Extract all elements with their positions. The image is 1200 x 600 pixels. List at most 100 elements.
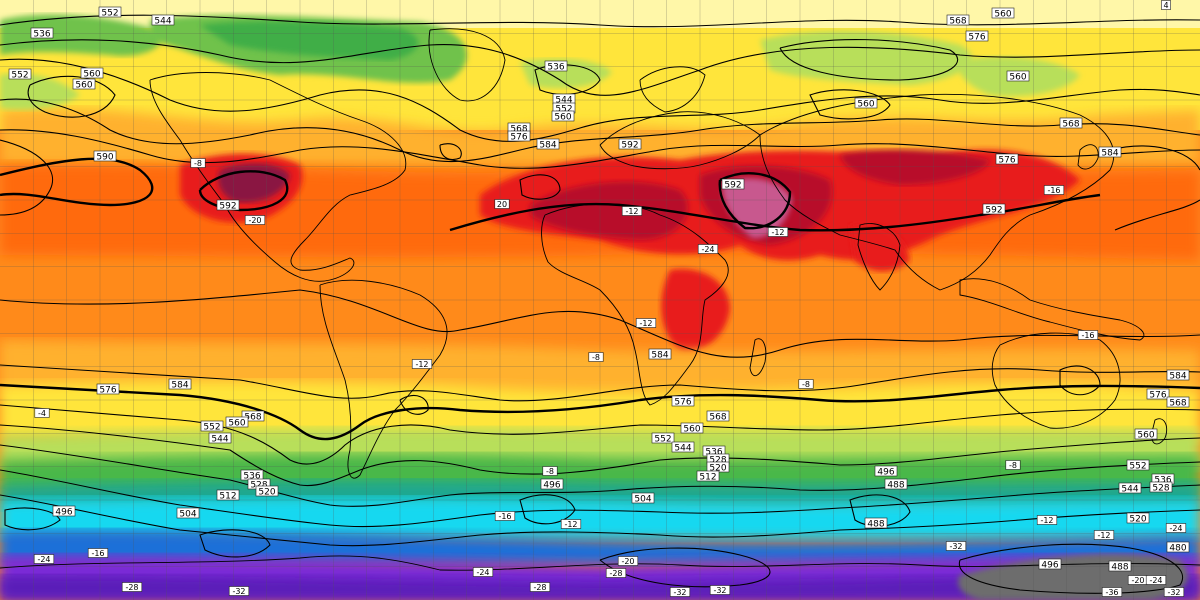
temperature-label: -12 — [411, 359, 433, 369]
label-box — [93, 150, 117, 162]
label-text: -8 — [194, 159, 202, 168]
label-box — [244, 215, 266, 225]
shade-arctic-green-6 — [520, 58, 612, 89]
label-box — [1108, 560, 1132, 572]
label-box — [1166, 369, 1190, 381]
label-text: 568 — [949, 16, 966, 26]
height-label: 590 — [93, 150, 117, 162]
shade-south-yellow — [0, 381, 1200, 443]
height-label: 584 — [168, 378, 192, 390]
height-label: 504 — [631, 492, 655, 504]
label-text: 592 — [219, 201, 236, 211]
height-labels: 5525445365605605525685605765365445525605… — [8, 6, 1190, 572]
coast-madagascar — [749, 338, 767, 377]
contour-line — [199, 529, 271, 558]
label-text: 504 — [179, 509, 196, 519]
contour-line — [439, 143, 462, 161]
label-text: -32 — [1167, 588, 1180, 597]
label-text: 576 — [510, 132, 527, 142]
label-text: 584 — [1101, 148, 1118, 158]
label-text: 536 — [705, 447, 722, 457]
coast-japan — [1077, 144, 1099, 170]
height-label: 552 — [651, 432, 675, 444]
label-box — [1036, 515, 1058, 525]
label-box — [1163, 587, 1185, 597]
height-label: 576 — [507, 130, 531, 142]
label-box — [1145, 575, 1167, 585]
label-text: 560 — [228, 418, 245, 428]
label-box — [96, 383, 120, 395]
contour-line — [1059, 365, 1101, 396]
label-text: 496 — [55, 507, 72, 517]
label-box — [80, 67, 104, 79]
height-label: 568 — [946, 14, 970, 26]
height-label: 576 — [671, 395, 695, 407]
height-label: 480 — [1166, 541, 1190, 553]
coast-scandinavia — [639, 66, 706, 113]
label-text: 560 — [75, 80, 92, 90]
label-box — [1077, 330, 1099, 340]
label-box — [1043, 185, 1065, 195]
temperature-label: -32 — [945, 541, 967, 551]
label-box — [208, 432, 232, 444]
label-text: -32 — [949, 542, 962, 551]
height-label: 512 — [696, 470, 720, 482]
label-box — [696, 470, 720, 482]
coast-africa — [541, 203, 729, 406]
height-label: 520 — [255, 485, 279, 497]
height-label: 560 — [80, 67, 104, 79]
height-label: 576 — [995, 153, 1019, 165]
contour-line — [0, 289, 1200, 358]
temperature-label: -12 — [635, 318, 657, 328]
label-box — [200, 420, 224, 432]
label-box — [671, 395, 695, 407]
label-box — [651, 432, 675, 444]
label-text: -16 — [1081, 331, 1094, 340]
shade-arctic-green-1 — [0, 14, 161, 56]
label-box — [560, 519, 582, 529]
shade-arctic-green-7 — [0, 73, 80, 110]
label-box — [536, 138, 560, 150]
temperature-label: -12 — [560, 519, 582, 529]
label-box — [87, 548, 109, 558]
label-text: -32 — [673, 588, 686, 597]
label-text: 592 — [985, 205, 1002, 215]
label-text: 552 — [654, 434, 671, 444]
label-text: -24 — [476, 568, 489, 577]
label-text: 568 — [709, 412, 726, 422]
label-text: -28 — [533, 583, 546, 592]
label-text: 488 — [1111, 562, 1128, 572]
label-box — [34, 408, 50, 418]
contour-bold — [198, 170, 289, 212]
label-text: 488 — [867, 519, 884, 529]
label-text: 512 — [219, 491, 236, 501]
height-label: 488 — [864, 517, 888, 529]
height-label: 552 — [98, 6, 122, 18]
label-box — [241, 410, 265, 422]
shade-crimson-sahara — [530, 181, 688, 240]
label-box — [168, 378, 192, 390]
label-box — [648, 348, 672, 360]
temperature-labels: 20 -20 -8 -12 -12 -24 -16 -12 -12 -16 -8 -8 -4 -8 -12 -… — [33, 0, 1187, 597]
temperature-label: -36 — [1101, 587, 1123, 597]
height-label: 568 — [1166, 396, 1190, 408]
temperature-label: -28 — [529, 582, 551, 592]
label-box — [864, 517, 888, 529]
shade-arctic-green-3 — [200, 21, 419, 60]
temperature-label: -16 — [1077, 330, 1099, 340]
contour-bold — [0, 383, 1200, 441]
temperature-label: 20 — [494, 199, 510, 209]
contour-line — [0, 469, 1200, 528]
label-text: 576 — [99, 385, 116, 395]
temperature-label: -20 — [617, 556, 639, 566]
label-box — [1006, 70, 1030, 82]
contour-line — [0, 364, 1200, 402]
label-box — [706, 410, 730, 422]
label-box — [551, 110, 575, 122]
label-box — [52, 505, 76, 517]
label-box — [680, 422, 704, 434]
label-text: 592 — [621, 140, 638, 150]
contour-line — [27, 75, 116, 118]
